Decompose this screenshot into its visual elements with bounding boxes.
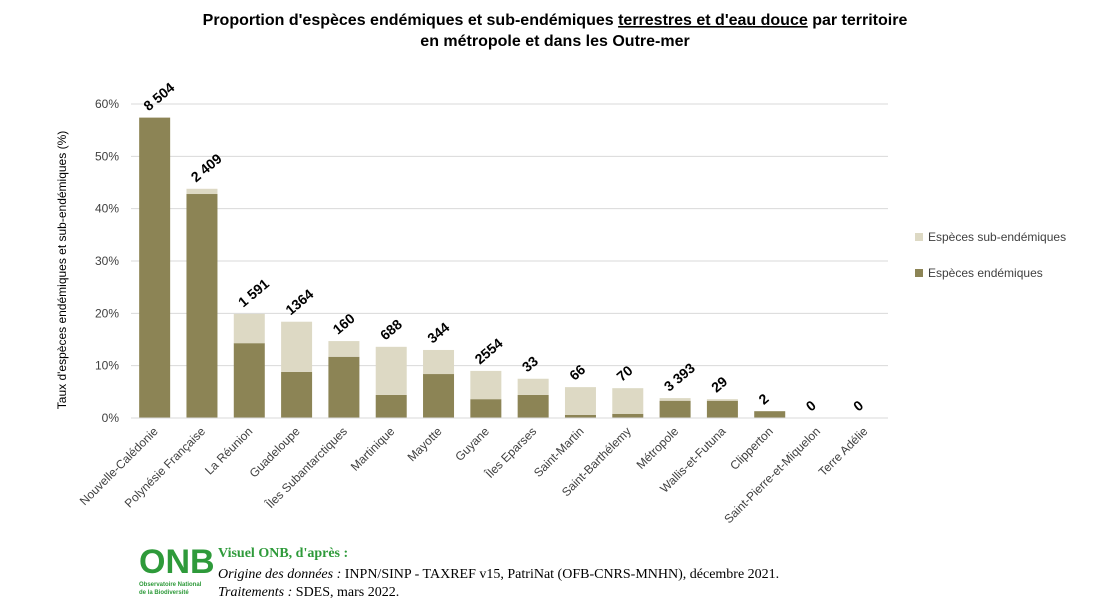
bar-segment [281,321,313,372]
bar-segment [706,400,738,418]
chart-title: Proportion d'espèces endémiques et sub-e… [203,12,908,29]
footer-heading: Visuel ONB, d'après : [218,546,348,561]
legend-label: Espèces sub-endémiques [928,230,1066,244]
bar-label: 2554 [471,335,505,367]
bar-segment [470,399,502,418]
bar-label: 344 [424,319,452,346]
bar-segment [706,399,738,401]
source-label: Origine des données : [218,567,341,582]
bar-label: 0 [850,397,866,414]
bar-segment [423,374,455,418]
bar-segment [375,394,407,418]
bar-segment [281,371,313,418]
logo-sub: Observatoire National [139,582,202,588]
processing-text: SDES, mars 2022. [292,585,399,600]
bar-label: 0 [803,397,819,414]
bar-label: 160 [330,310,358,337]
x-tick-label: Mayotte [405,424,445,464]
bar-segment [375,346,407,395]
y-tick-label: 30% [95,254,119,268]
title-part: Proportion d'espèces endémiques et sub-e… [203,12,618,29]
logo-sub: de la Biodiversité [139,590,189,596]
bar-label: 66 [566,361,588,383]
bar-segment [233,313,265,344]
y-tick-label: 50% [95,149,119,163]
bar-segment [186,188,218,195]
x-tick-label: Îles Subantarctiques [262,424,350,512]
bar-segment [186,194,218,418]
y-tick-label: 20% [95,306,119,320]
legend-swatch [915,233,923,241]
x-tick-label: Polynésie Française [122,424,209,511]
x-tick-label: Terre Adélie [816,424,871,479]
chart-subtitle: en métropole et dans les Outre-mer [420,33,689,50]
bar-label: 2 409 [188,150,225,185]
bar-label: 33 [519,353,541,375]
footer-source: Origine des données : INPN/SINP - TAXREF… [218,567,779,582]
bar-segment [328,341,360,357]
bar-segment [659,398,691,401]
footer-processing: Traitements : SDES, mars 2022. [218,585,399,600]
bar-segment [659,400,691,418]
x-tick-label: Martinique [348,424,398,474]
processing-label: Traitements : [218,585,292,600]
title-part: terrestres et d'eau douce [618,12,808,29]
y-tick-label: 0% [102,411,120,425]
y-axis-label: Taux d'espèces endémiques et sub-endémiq… [55,131,69,409]
bar-segment [564,387,596,415]
bar-segment [517,394,549,418]
bar-label: 3 393 [661,359,698,394]
legend-label: Espèces endémiques [928,266,1043,280]
bar-segment [470,370,502,400]
legend-swatch [915,269,923,277]
bar-segment [423,349,455,375]
logo: ONB [139,543,215,581]
bar-segment [564,414,596,418]
source-text: INPN/SINP - TAXREF v15, PatriNat (OFB-CN… [341,567,779,582]
bar-segment [233,343,265,418]
x-tick-label: Guyane [452,424,492,464]
bar-label: 2 [755,390,771,407]
y-tick-label: 40% [95,202,119,216]
bar-segment [612,388,644,414]
x-tick-label: Métropole [634,424,682,472]
x-tick-label: Clipperton [727,424,776,473]
y-tick-label: 10% [95,359,119,373]
bar-segment [612,413,644,418]
bar-label: 688 [377,316,405,343]
bar-segment [328,356,360,418]
title-part: par territoire [808,12,908,29]
bar-label: 8 504 [140,79,177,114]
bar-label: 1 591 [235,275,272,310]
x-tick-label: Saint-Pierre-et-Miquelon [721,424,823,526]
bar-segment [517,378,549,395]
bar-label: 29 [708,373,730,395]
bar-segment [754,411,786,418]
y-tick-label: 60% [95,97,119,111]
bar-segment [139,117,171,419]
x-tick-label: Nouvelle-Calédonie [77,424,161,508]
